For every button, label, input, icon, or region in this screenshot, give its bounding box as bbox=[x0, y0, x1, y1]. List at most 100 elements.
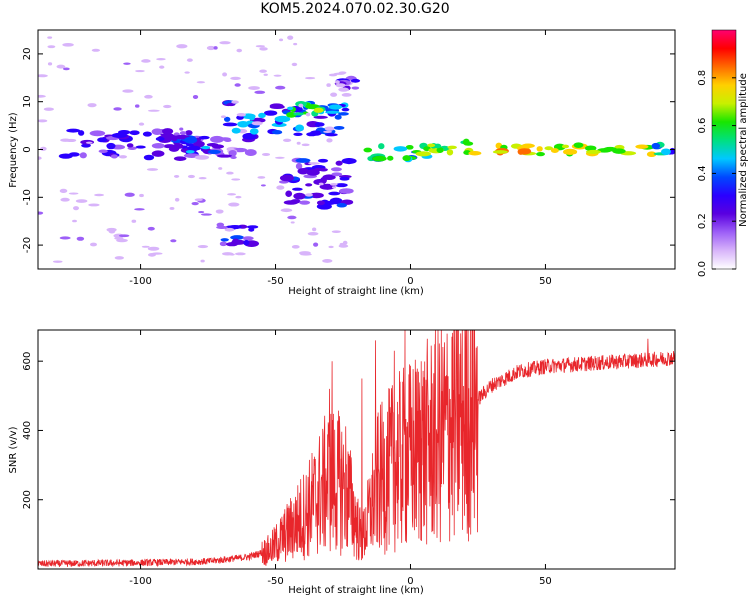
colorbar: 0.0 0.2 0.4 0.6 0.8 Normalized spectral ampl… bbox=[697, 29, 749, 277]
spectrogram-cell bbox=[173, 156, 187, 161]
spectrogram-cell bbox=[243, 239, 250, 246]
spectrogram-cell bbox=[191, 201, 199, 206]
spectrogram-cell bbox=[230, 76, 241, 80]
spectrogram-cell bbox=[126, 143, 134, 148]
spectrogram-cell bbox=[169, 207, 175, 210]
spectrogram-cell bbox=[207, 149, 221, 154]
spectrogram-cell bbox=[305, 183, 313, 187]
spectrogram-cell bbox=[38, 74, 48, 78]
spectrogram-cell bbox=[38, 94, 46, 98]
spectrogram-cell bbox=[40, 146, 47, 151]
spectrogram-cell bbox=[646, 151, 657, 158]
spectrogram-cell bbox=[335, 160, 343, 166]
spectrogram-cell bbox=[147, 246, 160, 251]
spectrogram-cell bbox=[336, 202, 347, 208]
spectrogram-cell bbox=[280, 208, 293, 213]
spectrogram-cell bbox=[536, 146, 543, 152]
spectrogram-y-tick-label: 0 bbox=[22, 146, 33, 152]
spectrogram-cell bbox=[87, 103, 97, 108]
spectrogram-cell bbox=[285, 190, 293, 198]
spectrogram-cell bbox=[221, 252, 234, 256]
spectrogram-cell bbox=[193, 140, 205, 148]
spectrogram-cell bbox=[230, 235, 245, 240]
spectrogram-cell bbox=[72, 219, 77, 223]
spectrogram-cell bbox=[322, 259, 333, 263]
spectrogram-cell bbox=[222, 122, 238, 127]
spectrogram-cell bbox=[415, 151, 431, 157]
spectrogram-cell bbox=[524, 148, 531, 153]
snr-series-line bbox=[38, 330, 675, 568]
spectrogram-cell bbox=[436, 147, 444, 153]
spectrogram-cell bbox=[254, 90, 266, 94]
spectrogram-cell bbox=[142, 131, 152, 137]
spectrogram-cell bbox=[405, 144, 414, 150]
spectrogram-cell bbox=[200, 213, 212, 216]
spectrogram-cell bbox=[287, 215, 297, 220]
spectrogram-cell bbox=[220, 115, 227, 118]
spectrogram-cell bbox=[290, 221, 295, 224]
spectrogram-cell bbox=[231, 127, 241, 134]
spectrogram-cell bbox=[258, 112, 266, 119]
spectrogram-cell bbox=[342, 240, 348, 245]
spectrogram-cell bbox=[328, 73, 338, 77]
spectrogram-cell bbox=[561, 144, 570, 149]
snr-ticks: -100 -50 0 50 200 400 600 bbox=[22, 330, 675, 587]
spectrogram-cell bbox=[231, 178, 241, 181]
spectrogram-cell bbox=[218, 167, 223, 170]
spectrogram-cell bbox=[59, 188, 68, 193]
spectrogram-cell bbox=[226, 242, 238, 247]
spectrogram-cell bbox=[89, 130, 106, 137]
spectrogram-cell bbox=[350, 78, 361, 83]
spectrogram-cell bbox=[131, 219, 137, 223]
spectrogram-cell bbox=[321, 200, 337, 205]
spectrogram-cell bbox=[220, 238, 229, 242]
spectrogram-cell bbox=[227, 193, 237, 196]
spectrogram-y-tick-label: -20 bbox=[22, 237, 33, 253]
spectrogram-cell bbox=[260, 184, 266, 187]
spectrogram-cell bbox=[305, 112, 311, 117]
spectrogram-cell bbox=[179, 131, 187, 136]
spectrogram-cell bbox=[231, 100, 239, 104]
spectrogram-cell bbox=[65, 138, 77, 143]
spectrogram-cell bbox=[222, 72, 228, 77]
spectrogram-cell bbox=[106, 142, 116, 150]
spectrogram-cell bbox=[257, 176, 266, 179]
spectrogram-cell bbox=[224, 227, 235, 232]
spectrogram-cell bbox=[151, 128, 163, 136]
spectrogram-cell bbox=[550, 148, 559, 153]
spectrogram-cell bbox=[68, 192, 79, 195]
spectrogram-cell bbox=[334, 114, 342, 120]
spectrogram-cell bbox=[62, 67, 70, 71]
spectrogram-cell bbox=[151, 252, 163, 255]
spectrogram-cell bbox=[276, 185, 285, 190]
snr-y-tick-label: 200 bbox=[22, 490, 33, 509]
spectrogram-cell bbox=[138, 122, 145, 126]
spectrogram-cell bbox=[141, 245, 150, 248]
spectrogram-cell bbox=[176, 44, 188, 49]
spectrogram-cell bbox=[251, 121, 263, 126]
spectrogram-cell bbox=[573, 142, 584, 149]
spectrogram-cell bbox=[228, 202, 240, 207]
spectrogram-cell bbox=[159, 65, 165, 69]
spectrogram-cell bbox=[213, 46, 218, 50]
spectrogram-cell bbox=[563, 148, 578, 155]
spectrogram-cell bbox=[141, 59, 151, 63]
spectrogram-cell bbox=[155, 136, 165, 141]
spectrogram-cell bbox=[58, 153, 73, 159]
spectrogram-cell bbox=[335, 183, 348, 188]
spectrogram-cell bbox=[328, 191, 341, 196]
spectrogram-cell bbox=[151, 150, 165, 157]
spectrogram-cell bbox=[305, 193, 313, 197]
spectrogram-cell bbox=[306, 132, 317, 137]
spectrogram-cell bbox=[56, 64, 66, 69]
spectrogram-cell bbox=[215, 209, 224, 214]
spectrogram-cell bbox=[293, 132, 303, 136]
spectrogram-cell bbox=[81, 143, 91, 148]
spectrogram-cell bbox=[186, 145, 201, 151]
spectrogram-cell bbox=[248, 114, 256, 121]
spectrogram-cell bbox=[52, 260, 63, 263]
spectrogram-cell bbox=[156, 58, 166, 61]
spectrogram-cell bbox=[245, 134, 256, 139]
spectrogram-cell bbox=[387, 155, 394, 161]
spectrogram-cell bbox=[200, 259, 205, 263]
